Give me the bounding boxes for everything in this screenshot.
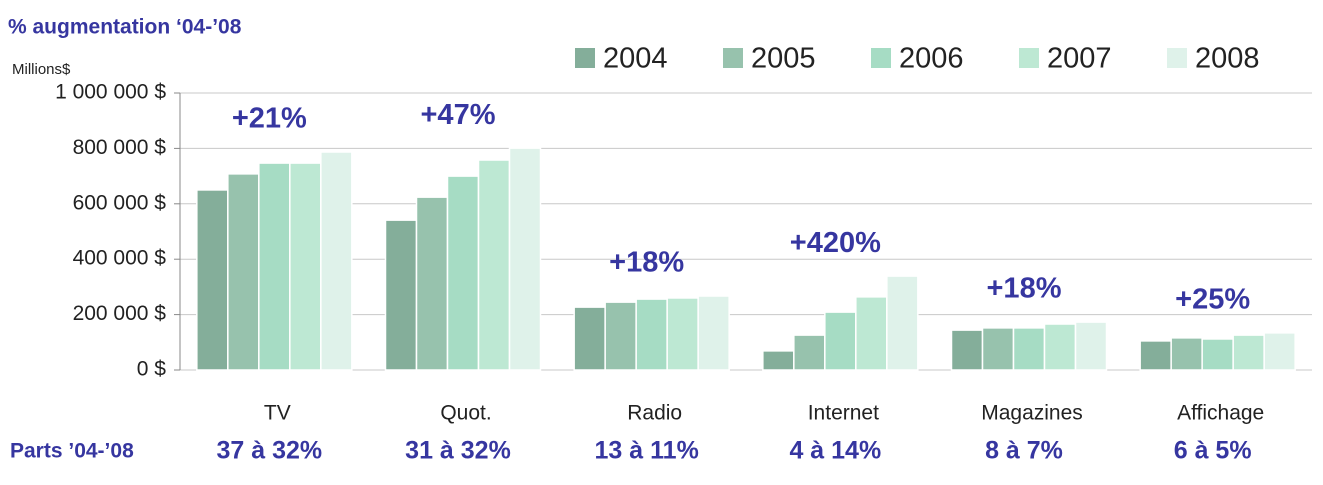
bar bbox=[227, 173, 260, 371]
y-tick-label: 1 000 000 $ bbox=[55, 81, 166, 104]
bar bbox=[258, 162, 291, 371]
bar bbox=[886, 275, 919, 371]
y-tick-label: 600 000 $ bbox=[73, 191, 167, 214]
x-tick-label: Radio bbox=[627, 402, 682, 425]
share-label: 4 à 14% bbox=[789, 437, 881, 465]
bar bbox=[697, 295, 730, 371]
x-tick-label: Internet bbox=[808, 402, 879, 425]
bar bbox=[950, 329, 984, 371]
bar bbox=[1263, 332, 1296, 371]
share-label: 37 à 32% bbox=[217, 437, 323, 465]
annotation: +47% bbox=[421, 99, 496, 131]
bar bbox=[981, 327, 1015, 371]
bar bbox=[824, 311, 857, 371]
share-label: 8 à 7% bbox=[985, 437, 1063, 465]
legend-swatch bbox=[723, 48, 743, 68]
bar bbox=[384, 219, 418, 371]
bar bbox=[762, 350, 795, 371]
bar bbox=[415, 196, 449, 371]
bar bbox=[508, 147, 542, 371]
bar bbox=[793, 334, 826, 371]
x-tick-label: TV bbox=[264, 402, 291, 425]
y-tick-label: 400 000 $ bbox=[73, 247, 167, 270]
legend-label: 2006 bbox=[899, 43, 964, 75]
bar bbox=[320, 151, 353, 371]
legend-swatch bbox=[1167, 48, 1187, 68]
bar bbox=[289, 162, 322, 371]
bar bbox=[635, 298, 668, 371]
share-label: 6 à 5% bbox=[1174, 437, 1252, 465]
y-axis-label: Millions$ bbox=[12, 61, 71, 78]
bar bbox=[666, 297, 699, 371]
legend-swatch bbox=[1019, 48, 1039, 68]
bar bbox=[446, 175, 480, 371]
bar bbox=[1012, 327, 1046, 371]
annotation: +25% bbox=[1175, 284, 1250, 316]
annotation: +21% bbox=[232, 103, 307, 135]
legend-label: 2005 bbox=[751, 43, 816, 75]
y-tick-label: 800 000 $ bbox=[73, 136, 167, 159]
legend-swatch bbox=[871, 48, 891, 68]
x-tick-label: Affichage bbox=[1177, 402, 1264, 425]
legend-swatch bbox=[575, 48, 595, 68]
bar bbox=[1074, 321, 1108, 371]
x-tick-label: Magazines bbox=[981, 402, 1083, 425]
bar bbox=[573, 306, 606, 371]
annotation: +18% bbox=[609, 247, 684, 279]
bar bbox=[1170, 337, 1203, 371]
annotation: +420% bbox=[790, 227, 881, 259]
legend-label: 2004 bbox=[603, 43, 668, 75]
y-tick-label: 0 $ bbox=[137, 358, 167, 381]
share-label: 13 à 11% bbox=[595, 437, 699, 465]
annotation: +18% bbox=[987, 273, 1062, 305]
bar bbox=[1201, 338, 1234, 371]
legend-label: 2008 bbox=[1195, 43, 1260, 75]
bar bbox=[1043, 323, 1077, 371]
bar bbox=[855, 296, 888, 371]
chart-title: % augmentation ‘04-’08 bbox=[8, 16, 242, 39]
x-tick-label: Quot. bbox=[440, 402, 491, 425]
bar bbox=[196, 189, 229, 371]
bar bbox=[1232, 334, 1265, 371]
bar bbox=[1139, 340, 1172, 371]
legend-label: 2007 bbox=[1047, 43, 1112, 75]
share-label: 31 à 32% bbox=[405, 437, 511, 465]
bar bbox=[477, 159, 511, 371]
y-tick-label: 200 000 $ bbox=[73, 302, 167, 325]
bar bbox=[604, 301, 637, 371]
shares-label: Parts ’04-’08 bbox=[10, 440, 134, 463]
